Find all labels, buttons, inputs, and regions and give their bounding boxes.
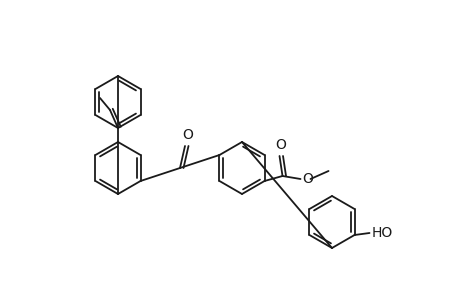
Text: HO: HO bbox=[371, 226, 392, 240]
Text: O: O bbox=[182, 128, 193, 142]
Text: O: O bbox=[274, 138, 285, 152]
Text: O: O bbox=[302, 172, 313, 186]
